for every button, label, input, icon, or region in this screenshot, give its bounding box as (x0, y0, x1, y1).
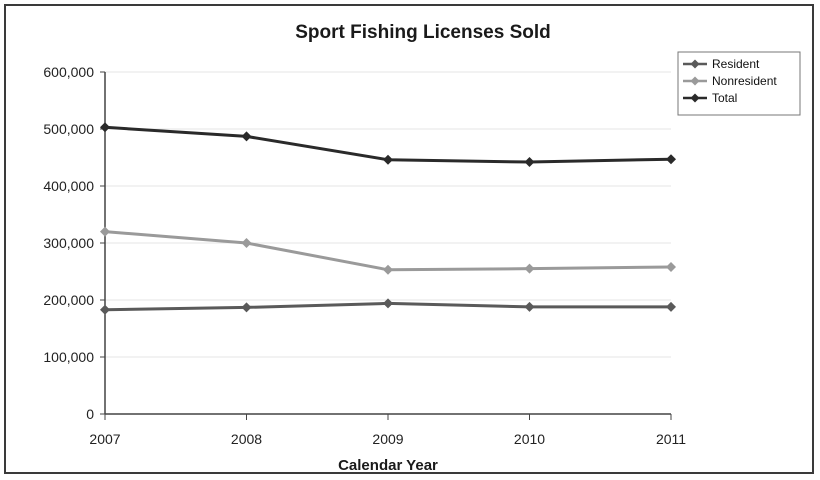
x-tick-label: 2009 (372, 431, 403, 447)
legend-marker (690, 76, 700, 86)
data-point (241, 238, 252, 248)
data-point (241, 131, 252, 142)
y-tick-label: 0 (86, 406, 94, 422)
x-tick-label: 2008 (231, 431, 262, 447)
legend-label: Total (712, 91, 737, 105)
series-line (104, 230, 672, 272)
legend-label: Resident (712, 57, 760, 71)
data-point (241, 302, 252, 313)
legend-marker (690, 93, 700, 103)
y-tick-labels: 0 100,000 200,000 300,000 400,000 500,000 600,… (43, 64, 105, 422)
x-tick-labels: 2007 2008 2009 2010 2011 (89, 414, 686, 447)
y-tick-label: 400,000 (43, 178, 94, 194)
series-nonresident (100, 226, 676, 275)
chart-title: Sport Fishing Licenses Sold (295, 22, 550, 43)
data-point (383, 154, 393, 165)
legend-label: Nonresident (712, 74, 777, 88)
x-tick-label: 2011 (656, 431, 686, 447)
x-tick-label: 2007 (89, 431, 120, 447)
legend-box (677, 51, 801, 116)
y-tick-label: 100,000 (43, 349, 94, 365)
data-point (666, 154, 676, 165)
legend-marker (690, 59, 700, 69)
grid-lines (105, 71, 671, 358)
series-lines (100, 122, 676, 315)
y-tick-label: 600,000 (43, 64, 94, 80)
data-point (524, 263, 535, 274)
data-point (100, 304, 110, 315)
y-tick-label: 500,000 (43, 121, 94, 137)
data-point (666, 261, 676, 272)
x-axis-label: Calendar Year (338, 457, 438, 474)
legend: Resident Nonresident Total (677, 51, 801, 116)
y-tick-label: 200,000 (43, 292, 94, 308)
data-point (666, 301, 676, 312)
data-point (100, 226, 110, 237)
data-point (100, 122, 110, 133)
series-total (100, 122, 676, 168)
data-point (524, 301, 535, 312)
y-tick-label: 300,000 (43, 235, 94, 251)
x-tick-label: 2010 (514, 431, 545, 447)
series-resident (100, 298, 676, 315)
data-point (383, 264, 393, 275)
data-point (524, 157, 535, 168)
data-point (383, 298, 393, 309)
